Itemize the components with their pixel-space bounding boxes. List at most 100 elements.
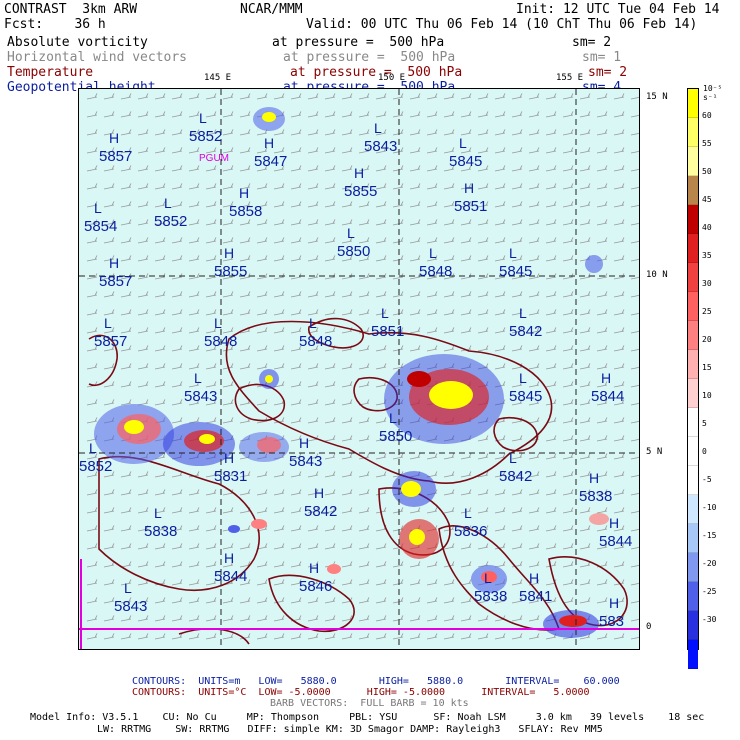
wind-barb bbox=[443, 147, 455, 154]
wind-barb bbox=[528, 345, 540, 352]
wind-barb bbox=[613, 597, 625, 604]
wind-barb bbox=[256, 579, 268, 586]
wind-barb bbox=[290, 327, 302, 334]
wind-barb bbox=[273, 219, 285, 226]
wind-barb bbox=[358, 543, 370, 550]
wind-barb bbox=[205, 165, 217, 172]
wind-barb bbox=[579, 399, 591, 406]
wind-barb bbox=[528, 615, 540, 622]
wind-barb bbox=[273, 579, 285, 586]
wind-barb bbox=[579, 291, 591, 298]
wind-barb bbox=[222, 381, 234, 388]
wind-barb bbox=[545, 129, 557, 136]
wind-barb bbox=[86, 561, 98, 568]
wind-barb bbox=[613, 417, 625, 424]
wind-barb bbox=[511, 237, 523, 244]
wind-barb bbox=[460, 561, 472, 568]
wind-barb bbox=[341, 435, 353, 442]
wind-barb bbox=[630, 474, 639, 478]
wind-barb bbox=[120, 525, 132, 532]
wind-barb bbox=[307, 453, 319, 460]
wind-barb bbox=[86, 129, 98, 136]
wind-barb bbox=[494, 93, 506, 100]
wind-barb bbox=[613, 633, 625, 640]
wind-barb bbox=[324, 597, 336, 604]
wind-barb bbox=[341, 471, 353, 478]
wind-barb bbox=[86, 201, 98, 208]
wind-barb bbox=[137, 525, 149, 532]
wind-barb bbox=[460, 597, 472, 604]
wind-barb bbox=[426, 453, 438, 460]
wind-barb bbox=[256, 183, 268, 190]
geopotential-value: 5857 bbox=[94, 333, 127, 350]
wind-barb bbox=[392, 615, 404, 622]
wind-barb bbox=[494, 129, 506, 136]
wind-barb bbox=[154, 93, 166, 100]
wind-barb bbox=[137, 219, 149, 226]
wind-barb bbox=[511, 309, 523, 316]
wind-barb bbox=[290, 345, 302, 352]
wind-barb bbox=[409, 453, 421, 460]
wind-barb bbox=[239, 129, 251, 136]
wind-barb bbox=[477, 147, 489, 154]
wind-barb bbox=[103, 309, 115, 316]
wind-barb bbox=[460, 93, 472, 100]
wind-barb bbox=[630, 456, 639, 460]
wind-barb bbox=[579, 309, 591, 316]
wind-barb bbox=[188, 561, 200, 568]
wind-barb bbox=[171, 309, 183, 316]
wind-barb bbox=[273, 327, 285, 334]
geopotential-value: 5843 bbox=[184, 388, 217, 405]
geopotential-value: 5842 bbox=[499, 468, 532, 485]
wind-barb bbox=[630, 258, 639, 262]
wind-barb bbox=[290, 201, 302, 208]
wind-barb bbox=[562, 255, 574, 262]
wind-barb bbox=[307, 507, 319, 514]
wind-barb bbox=[273, 489, 285, 496]
wind-barb bbox=[596, 525, 608, 532]
wind-barb bbox=[137, 291, 149, 298]
wind-barb bbox=[324, 165, 336, 172]
wind-barb bbox=[290, 633, 302, 640]
wind-barb bbox=[256, 165, 268, 172]
wind-barb bbox=[375, 309, 387, 316]
wind-barb bbox=[307, 291, 319, 298]
wind-barb bbox=[154, 507, 166, 514]
wind-barb bbox=[528, 111, 540, 118]
wind-barb bbox=[154, 327, 166, 334]
wind-barb bbox=[103, 183, 115, 190]
high-pressure-marker: H bbox=[264, 135, 274, 151]
wind-barb bbox=[324, 507, 336, 514]
wind-barb bbox=[290, 363, 302, 370]
wind-barb bbox=[460, 111, 472, 118]
wind-barb bbox=[120, 561, 132, 568]
wind-barb bbox=[477, 489, 489, 496]
wind-barb bbox=[528, 237, 540, 244]
wind-barb bbox=[562, 363, 574, 370]
wind-barb bbox=[477, 633, 489, 640]
wind-barb bbox=[392, 579, 404, 586]
wind-barb bbox=[86, 579, 98, 586]
wind-barb bbox=[273, 93, 285, 100]
wind-barb bbox=[171, 561, 183, 568]
wind-barb bbox=[154, 345, 166, 352]
wind-barb bbox=[358, 219, 370, 226]
wind-barb bbox=[409, 327, 421, 334]
wind-barb bbox=[222, 615, 234, 622]
wind-barb bbox=[86, 93, 98, 100]
wind-barb bbox=[375, 435, 387, 442]
wind-barb bbox=[392, 561, 404, 568]
low-pressure-marker: L bbox=[154, 505, 162, 521]
wind-barb bbox=[86, 489, 98, 496]
wind-barb bbox=[443, 579, 455, 586]
wind-barb bbox=[307, 615, 319, 622]
wind-barb bbox=[290, 165, 302, 172]
wind-barb bbox=[307, 111, 319, 118]
wind-barb bbox=[494, 291, 506, 298]
wind-barb bbox=[545, 273, 557, 280]
geopotential-value: 5842 bbox=[304, 503, 337, 520]
field-level-vorticity: at pressure = 500 hPa bbox=[272, 35, 445, 50]
wind-barb bbox=[120, 111, 132, 118]
wind-barb bbox=[290, 579, 302, 586]
wind-barb bbox=[443, 219, 455, 226]
